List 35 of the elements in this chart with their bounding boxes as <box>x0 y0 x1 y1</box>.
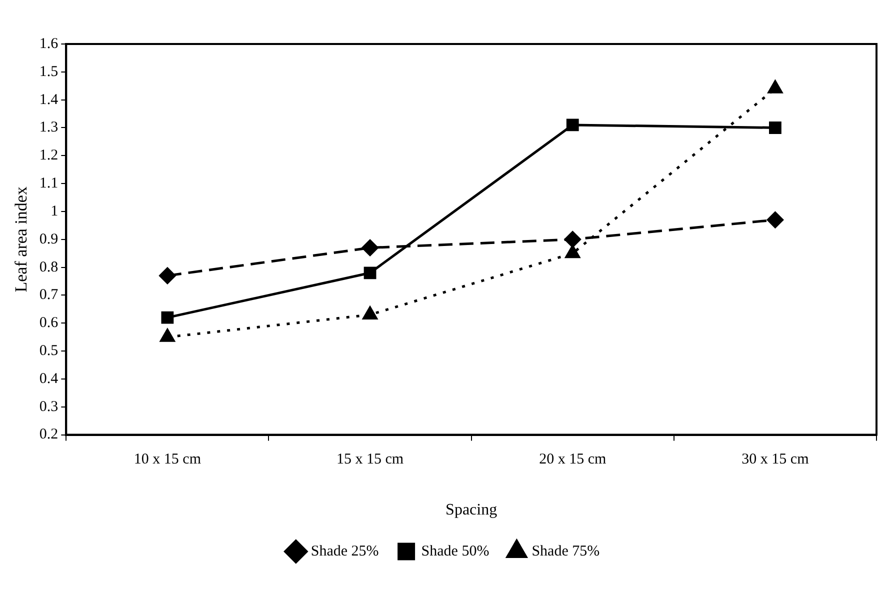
point <box>362 306 378 320</box>
x-tick-label: 10 x 15 cm <box>134 452 202 468</box>
y-tick-label: 0.4 <box>39 370 59 387</box>
point <box>161 311 174 324</box>
point <box>159 267 176 284</box>
y-tick-label: 0.6 <box>39 315 59 332</box>
y-tick-label: 1.6 <box>39 36 59 52</box>
legend-label: Shade 25% <box>310 543 379 560</box>
point <box>565 245 580 258</box>
point <box>160 328 175 342</box>
point <box>564 231 581 248</box>
legend-label: Shade 50% <box>421 543 490 560</box>
y-tick-label: 0.8 <box>39 259 58 276</box>
y-tick-label: 1.4 <box>39 92 59 108</box>
x-axis-title: Spacing <box>446 502 498 519</box>
y-tick-label: 0.5 <box>39 342 58 359</box>
x-tick-label: 15 x 15 cm <box>336 452 404 468</box>
x-tick-label: 30 x 15 cm <box>742 452 810 468</box>
y-tick-label: 1.3 <box>39 120 58 136</box>
y-tick-label: 0.3 <box>39 398 58 415</box>
point <box>364 266 376 280</box>
y-axis-title: Leaf area index <box>12 186 31 292</box>
y-tick-label: 1 <box>50 203 58 220</box>
point <box>362 240 378 256</box>
point <box>769 122 782 134</box>
y-tick-label: 1.5 <box>39 64 58 80</box>
point <box>566 118 579 132</box>
y-tick-label: 0.9 <box>39 231 58 248</box>
x-tick-label: 20 x 15 cm <box>539 452 606 468</box>
y-tick-label: 1.2 <box>39 148 58 164</box>
y-tick-label: 0.2 <box>39 426 58 443</box>
point <box>766 212 784 228</box>
legend-label: Shade 75% <box>532 543 600 560</box>
y-tick-label: 1.1 <box>39 176 58 192</box>
y-tick-label: 0.7 <box>39 287 59 304</box>
